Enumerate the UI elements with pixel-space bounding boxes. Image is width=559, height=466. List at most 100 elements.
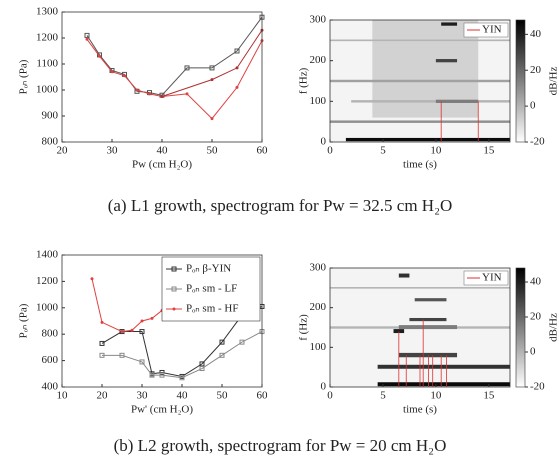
legend-box <box>463 22 509 38</box>
series-line <box>102 331 263 379</box>
marker <box>219 339 225 345</box>
colorbar <box>515 19 526 143</box>
band <box>441 22 458 26</box>
y-tick-label: 800 <box>42 328 59 340</box>
marker <box>159 372 165 378</box>
colorbar-tick-label: 0 <box>530 346 536 358</box>
y-tick-label: 600 <box>42 354 59 366</box>
marker <box>110 70 114 74</box>
plot-frame <box>61 11 263 143</box>
y-axis-label: f (Hz) <box>298 67 310 94</box>
marker <box>179 375 185 381</box>
y-tick-label: 200 <box>310 54 327 66</box>
marker <box>199 361 205 367</box>
y-tick-label: 100 <box>310 95 327 107</box>
legend-marker <box>171 286 177 292</box>
y-tick-label: 1100 <box>36 58 58 70</box>
band <box>435 59 458 63</box>
x-axis-label: time (s) <box>403 159 437 171</box>
marker <box>150 316 154 320</box>
legend-label: Pₒₙ sm - HF <box>186 303 238 315</box>
marker <box>140 319 144 323</box>
legend-marker <box>172 307 176 311</box>
marker <box>100 320 104 324</box>
marker <box>219 352 225 358</box>
marker <box>135 88 139 92</box>
x-axis-label: time (s) <box>403 404 437 416</box>
marker <box>99 352 105 358</box>
colorbar-label: dB/Hz <box>548 313 559 342</box>
legend-label: YIN <box>482 24 502 36</box>
marker <box>139 359 145 365</box>
y-tick-label: 300 <box>310 262 327 274</box>
x-tick-label: 5 <box>380 145 386 157</box>
legend-label: Pₒₙ sm - LF <box>186 283 237 295</box>
x-tick-label: 15 <box>483 145 495 157</box>
y-tick-label: 0 <box>321 381 327 393</box>
x-tick-label: 60 <box>257 145 269 157</box>
marker <box>185 92 189 96</box>
x-tick-label: 40 <box>157 145 169 157</box>
y-tick-label: 300 <box>310 14 327 26</box>
x-tick-label: 60 <box>257 390 269 402</box>
y-tick-label: 200 <box>310 301 327 313</box>
x-tick-label: 15 <box>483 390 495 402</box>
y-tick-label: 400 <box>42 381 59 393</box>
marker <box>130 328 134 332</box>
x-tick-label: 30 <box>137 390 149 402</box>
y-tick-label: 1000 <box>36 301 59 313</box>
marker <box>160 95 164 98</box>
y-tick-label: 1000 <box>36 84 59 96</box>
x-tick-label: 40 <box>177 390 189 402</box>
band <box>330 79 510 83</box>
series-line <box>86 16 263 96</box>
x-tick-label: 0 <box>327 145 333 157</box>
x-tick-label: 10 <box>430 390 442 402</box>
band <box>398 352 458 358</box>
colorbar-tick-label: 40 <box>530 276 542 288</box>
legend-marker <box>171 266 177 272</box>
y-axis-label: Pₒₙ (Pa) <box>18 59 30 94</box>
marker <box>235 66 239 70</box>
colorbar <box>515 267 526 388</box>
band <box>377 382 510 387</box>
x-tick-label: 10 <box>430 145 442 157</box>
caption: (a) L1 growth, spectrogram for Pw = 32.5… <box>108 196 453 215</box>
plot-frame <box>61 254 263 388</box>
band <box>330 120 510 123</box>
marker <box>84 32 90 38</box>
x-tick-label: 0 <box>327 390 333 402</box>
marker <box>159 369 165 375</box>
marker <box>90 277 94 281</box>
y-tick-label: 0 <box>321 136 327 148</box>
marker <box>209 65 215 71</box>
x-tick-label: 5 <box>380 390 386 402</box>
marker <box>210 78 214 82</box>
marker <box>139 329 145 335</box>
marker <box>199 366 205 372</box>
plot-frame <box>329 19 511 143</box>
y-axis-label: Pₒₙ (Pa) <box>18 303 30 338</box>
marker <box>123 74 126 78</box>
series-line <box>86 39 263 120</box>
x-axis-label: Pw' (cm H₂O) <box>131 404 193 416</box>
x-tick-label: 50 <box>207 145 219 157</box>
legend-box <box>463 270 509 286</box>
marker <box>148 92 151 96</box>
band <box>330 287 510 289</box>
marker <box>98 54 101 58</box>
marker <box>119 352 125 358</box>
marker <box>85 37 89 41</box>
y-tick-label: 1400 <box>36 249 59 261</box>
colorbar-label: dB/Hz <box>548 67 559 96</box>
marker <box>184 65 190 71</box>
x-axis-label: Pw (cm H₂O) <box>132 159 192 171</box>
colorbar-tick-label: -20 <box>530 381 545 393</box>
x-tick-label: 10 <box>57 390 69 402</box>
colorbar-tick-label: 20 <box>530 64 542 76</box>
band <box>351 100 510 103</box>
marker <box>120 330 124 334</box>
colorbar-tick-label: 40 <box>530 28 542 40</box>
y-tick-label: 1200 <box>36 32 59 44</box>
x-tick-label: 20 <box>57 145 69 157</box>
